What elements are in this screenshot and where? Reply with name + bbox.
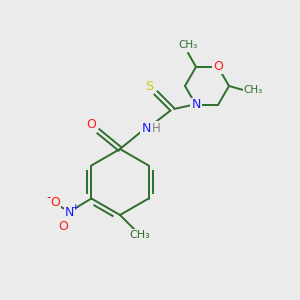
Text: O: O bbox=[213, 60, 223, 74]
Text: CH₃: CH₃ bbox=[178, 40, 198, 50]
Text: CH₃: CH₃ bbox=[130, 230, 150, 240]
Text: O: O bbox=[50, 196, 60, 209]
Text: N: N bbox=[191, 98, 201, 112]
Text: S: S bbox=[145, 80, 153, 92]
Text: N: N bbox=[65, 206, 74, 219]
Text: -: - bbox=[46, 191, 51, 204]
Text: +: + bbox=[71, 203, 78, 212]
Text: O: O bbox=[58, 220, 68, 233]
Text: H: H bbox=[152, 122, 160, 134]
Text: CH₃: CH₃ bbox=[243, 85, 262, 95]
Text: N: N bbox=[141, 122, 151, 134]
Text: O: O bbox=[86, 118, 96, 131]
